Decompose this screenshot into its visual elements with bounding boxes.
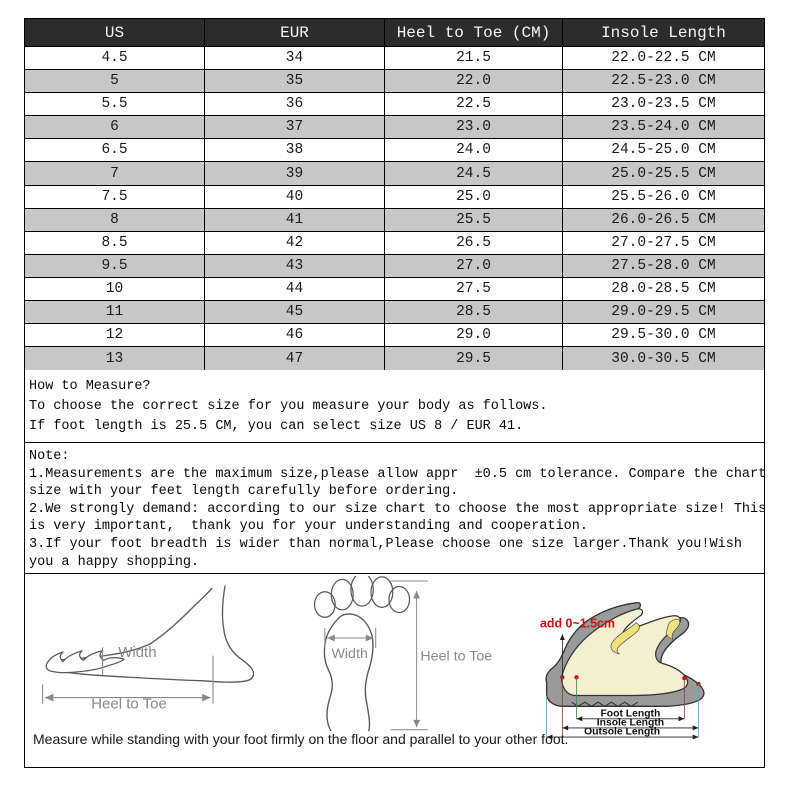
svg-text:Width: Width bbox=[331, 646, 367, 662]
svg-text:add 0~1.5cm: add 0~1.5cm bbox=[540, 617, 615, 631]
svg-text:Heel to Toe: Heel to Toe bbox=[91, 696, 167, 713]
svg-text:Width: Width bbox=[118, 644, 156, 661]
svg-text:Heel to Toe: Heel to Toe bbox=[420, 648, 492, 664]
svg-text:Outsole Length: Outsole Length bbox=[584, 727, 660, 738]
